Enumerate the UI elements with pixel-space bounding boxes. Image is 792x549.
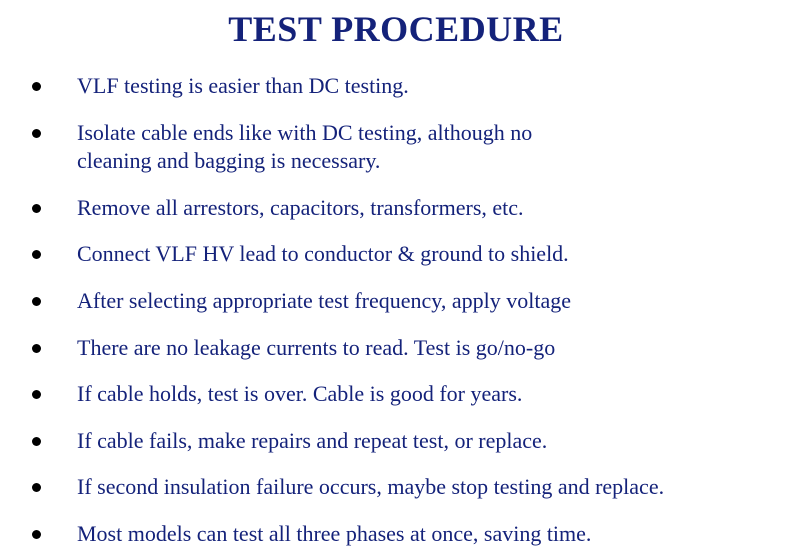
bullet-icon: [32, 297, 41, 306]
list-item: Most models can test all three phases at…: [30, 520, 762, 549]
list-item-text: Connect VLF HV lead to conductor & groun…: [77, 240, 569, 269]
list-item-text: If second insulation failure occurs, may…: [77, 473, 664, 502]
list-item: Isolate cable ends like with DC testing,…: [30, 119, 762, 176]
bullet-icon: [32, 82, 41, 91]
bullet-icon: [32, 390, 41, 399]
list-item: If cable holds, test is over. Cable is g…: [30, 380, 762, 409]
list-item-text: There are no leakage currents to read. T…: [77, 334, 555, 363]
bullet-icon: [32, 204, 41, 213]
list-item: Remove all arrestors, capacitors, transf…: [30, 194, 762, 223]
list-item: There are no leakage currents to read. T…: [30, 334, 762, 363]
bullet-icon: [32, 483, 41, 492]
list-item-text: VLF testing is easier than DC testing.: [77, 72, 409, 101]
list-item: If second insulation failure occurs, may…: [30, 473, 762, 502]
list-item-text: If cable fails, make repairs and repeat …: [77, 427, 547, 456]
bullet-icon: [32, 437, 41, 446]
list-item: Connect VLF HV lead to conductor & groun…: [30, 240, 762, 269]
bullet-icon: [32, 129, 41, 138]
list-item-text: After selecting appropriate test frequen…: [77, 287, 571, 316]
list-item: After selecting appropriate test frequen…: [30, 287, 762, 316]
bullet-icon: [32, 344, 41, 353]
bullet-icon: [32, 250, 41, 259]
list-item-text: Isolate cable ends like with DC testing,…: [77, 119, 597, 176]
page-title: TEST PROCEDURE: [30, 8, 762, 50]
bullet-icon: [32, 530, 41, 539]
list-item-text: Remove all arrestors, capacitors, transf…: [77, 194, 524, 223]
list-item-text: If cable holds, test is over. Cable is g…: [77, 380, 522, 409]
list-item: VLF testing is easier than DC testing.: [30, 72, 762, 101]
list-item: If cable fails, make repairs and repeat …: [30, 427, 762, 456]
list-item-text: Most models can test all three phases at…: [77, 520, 591, 549]
bullet-list: VLF testing is easier than DC testing. I…: [30, 72, 762, 549]
